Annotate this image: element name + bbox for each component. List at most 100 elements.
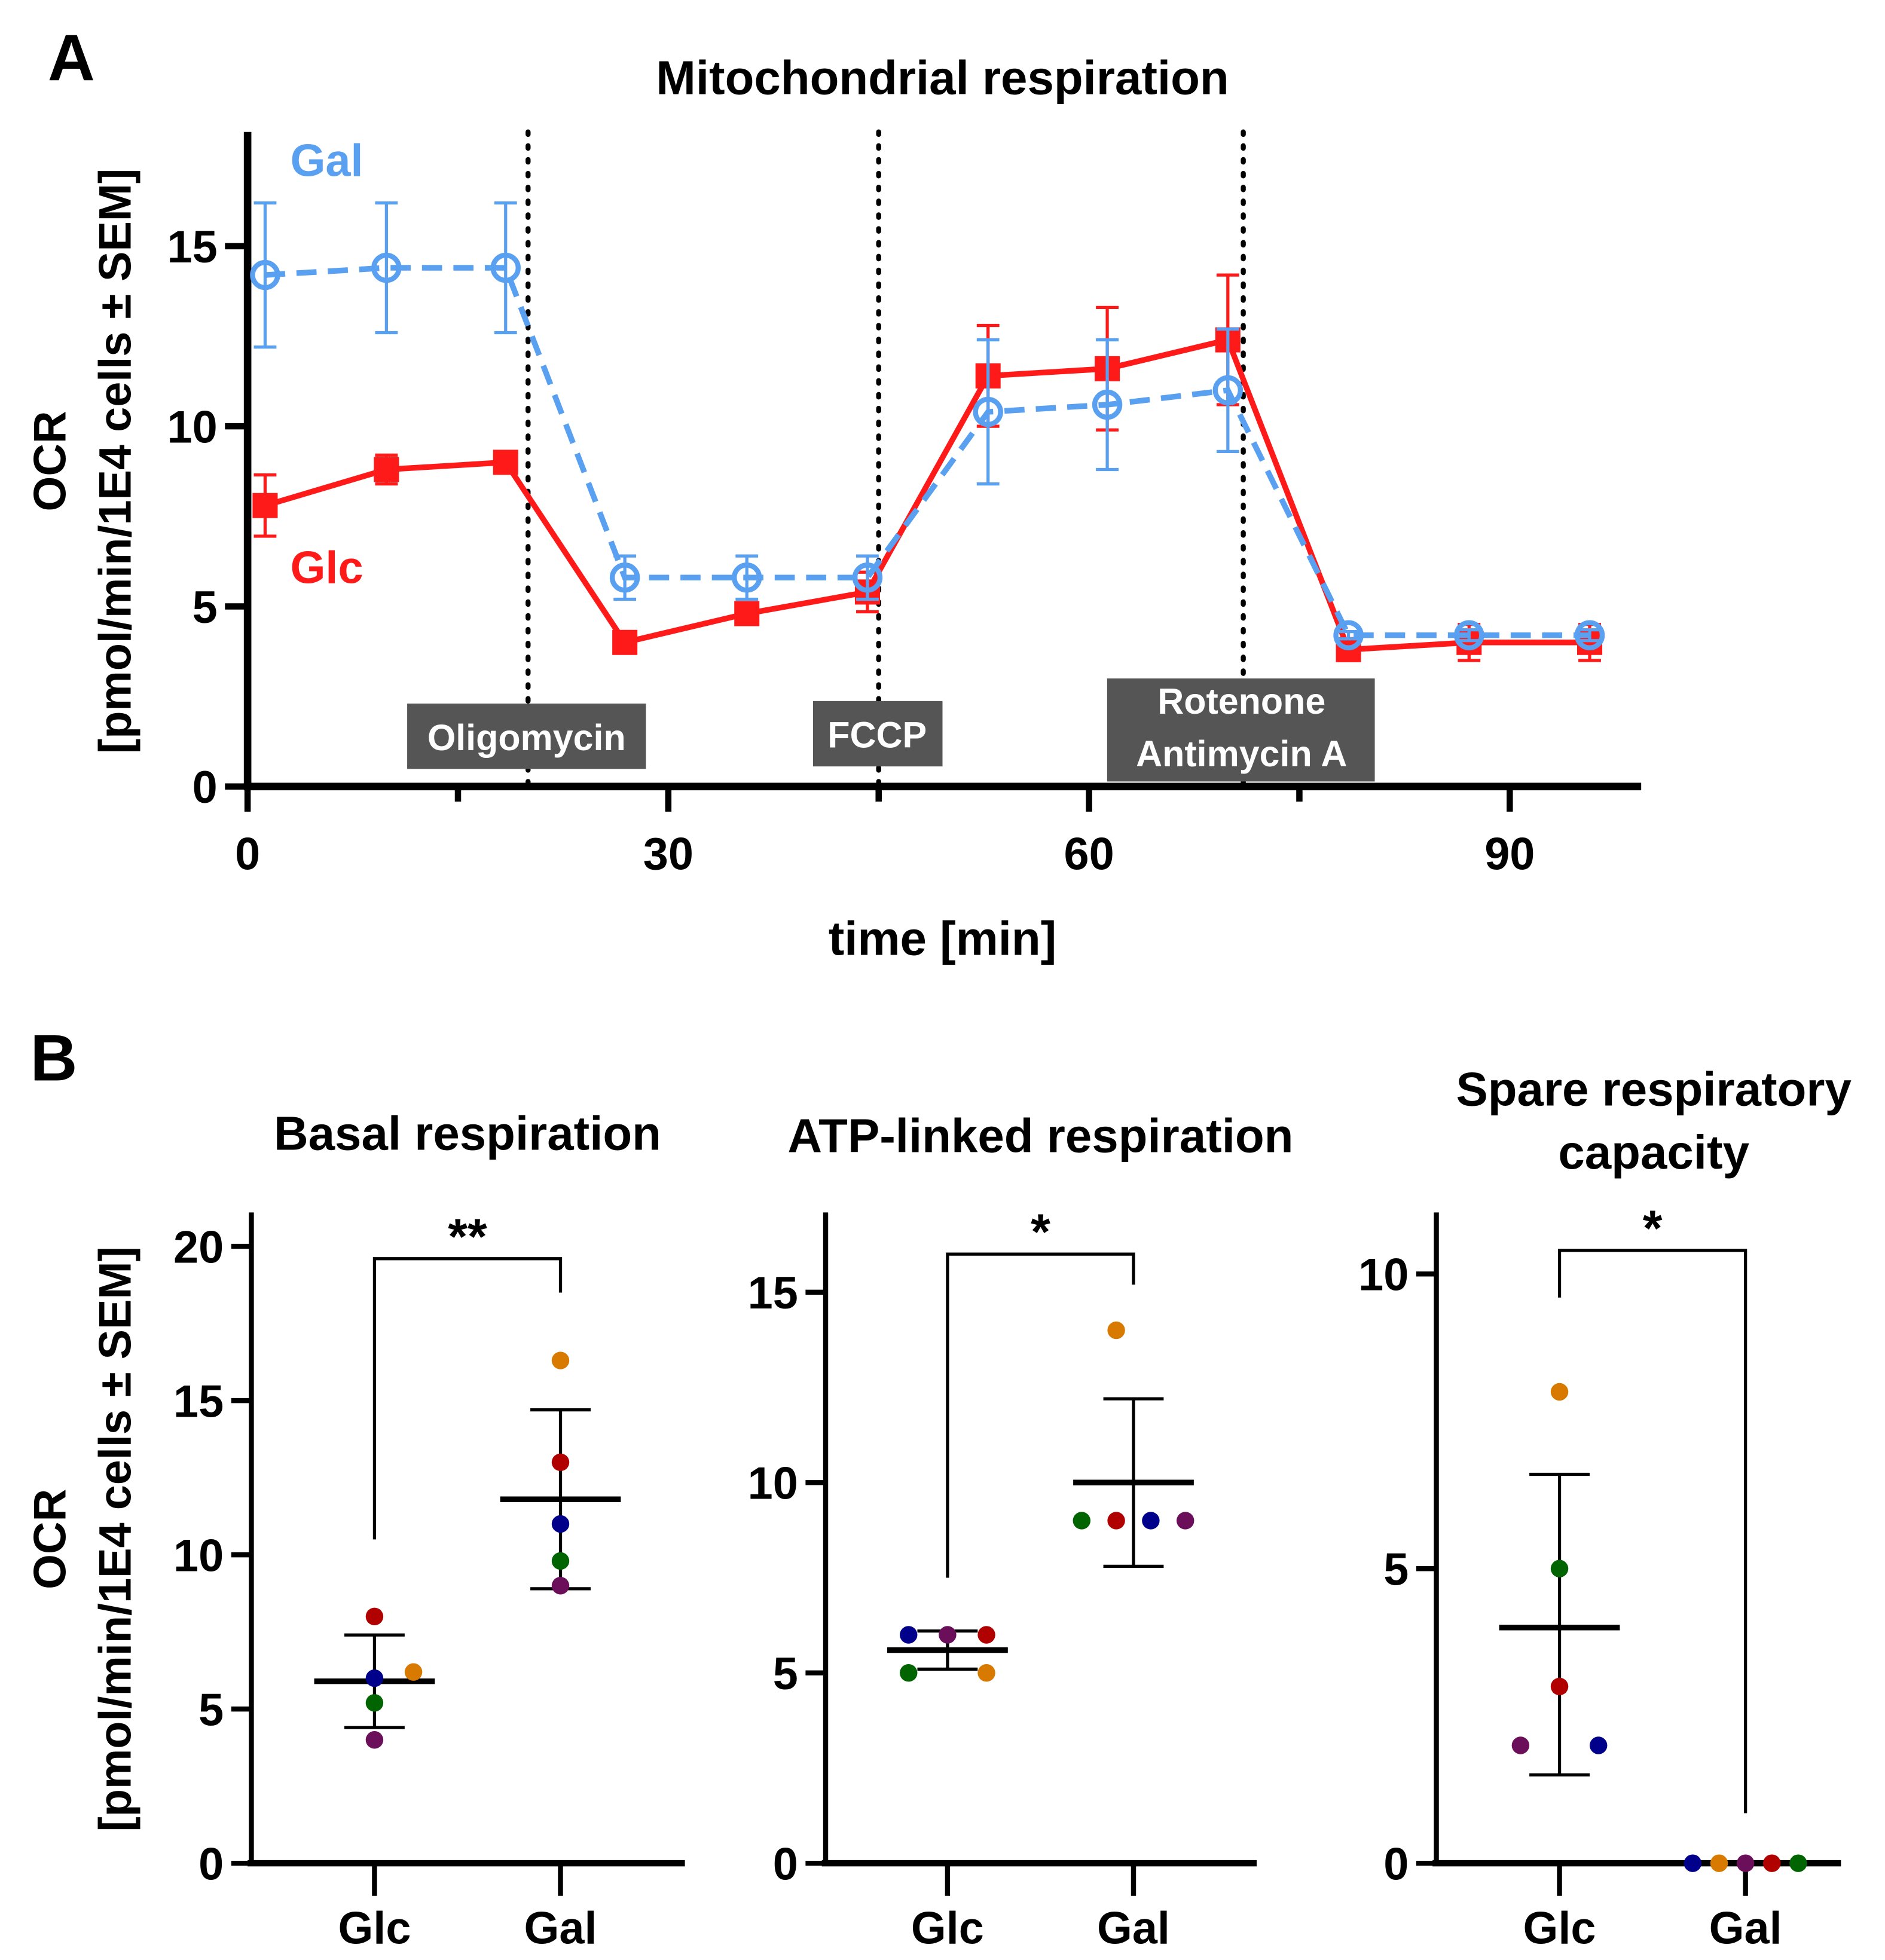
group-glc — [887, 1626, 1008, 1682]
y-tick-label: 0 — [773, 1839, 798, 1889]
panel-b: B OCR [pmol/min/1E4 cells ± SEM] Basal resp… — [25, 1022, 1852, 1954]
y-tick-label: 15 — [748, 1268, 798, 1319]
group-gal — [1684, 1854, 1807, 1872]
y-axis-label-units: [pmol/min/1E4 cells ± SEM] — [91, 169, 141, 754]
y-axis-label: OCR — [25, 1489, 75, 1589]
legend-glc: Glc — [291, 543, 363, 593]
x-tick-label: 30 — [643, 830, 693, 880]
y-tick-label: 5 — [1383, 1545, 1409, 1595]
data-point — [1176, 1512, 1194, 1530]
data-point — [551, 1577, 570, 1595]
x-tick-label: Gal — [1097, 1904, 1170, 1954]
series-gal — [250, 201, 1605, 650]
x-tick-label: Gal — [1709, 1904, 1782, 1954]
panel-label: A — [48, 22, 95, 95]
injection-oligomycin: Oligomycin — [407, 704, 646, 769]
label-box — [407, 704, 646, 769]
data-point — [365, 1669, 384, 1687]
panel-label: B — [30, 1022, 78, 1095]
data-point — [365, 1694, 384, 1712]
significance-bracket — [946, 1252, 1135, 1578]
data-point — [551, 1453, 570, 1472]
data-point — [551, 1351, 570, 1369]
data-point — [612, 629, 638, 655]
data-point — [1454, 620, 1484, 650]
data-point — [1550, 1560, 1569, 1577]
significance-marker: * — [1643, 1200, 1663, 1256]
subplot-title: ATP-linked respiration — [787, 1109, 1293, 1162]
injection-fccp: FCCP — [813, 701, 943, 767]
x-tick-label: Glc — [911, 1904, 984, 1954]
data-point — [852, 562, 883, 593]
y-tick-label: 5 — [198, 1685, 224, 1735]
x-tick-label: Glc — [1523, 1904, 1596, 1954]
y-tick-label: 5 — [773, 1649, 798, 1699]
data-point — [490, 252, 521, 283]
group-glc — [1499, 1383, 1620, 1776]
data-point — [250, 259, 280, 291]
y-tick-label: 10 — [748, 1459, 798, 1509]
x-axis-label: time [min] — [829, 912, 1057, 965]
y-tick-label: 15 — [167, 222, 218, 273]
significance-bracket — [1557, 1249, 1747, 1814]
group-gal — [500, 1351, 621, 1595]
x-tick-label: 60 — [1064, 830, 1114, 880]
data-point — [977, 1626, 995, 1644]
data-point — [1736, 1854, 1755, 1872]
subplot-title: Spare respiratory — [1456, 1063, 1852, 1116]
data-point — [900, 1664, 918, 1682]
x-tick-label: Glc — [338, 1904, 411, 1954]
data-point — [365, 1607, 384, 1626]
data-point — [1092, 389, 1123, 420]
data-point — [493, 450, 518, 475]
subplot-basal-respiration: Basal respiration 0 5 10 15 20 Glc Gal ** — [173, 1106, 685, 1954]
data-point — [609, 562, 640, 593]
subplot-spare-respiratory-capacity: Spare respiratory capacity 0 5 10 Glc Gal * — [1358, 1063, 1852, 1954]
data-point — [404, 1663, 423, 1681]
significance-marker: ** — [448, 1208, 487, 1264]
injection-label: FCCP — [827, 715, 927, 756]
subplot-atp-linked-respiration: ATP-linked respiration 0 5 10 15 Glc Gal * — [748, 1109, 1294, 1953]
data-point — [1574, 620, 1605, 650]
data-point — [1511, 1736, 1530, 1754]
series-line — [264, 336, 1590, 653]
data-point — [977, 1664, 995, 1682]
group-gal — [1073, 1321, 1194, 1568]
injection-label: Rotenone — [1157, 681, 1325, 721]
data-point — [252, 493, 278, 518]
data-point — [1107, 1321, 1125, 1340]
subplot-title: Basal respiration — [274, 1106, 661, 1160]
data-point — [1550, 1677, 1569, 1696]
data-point — [374, 457, 399, 482]
injection-label: Antimycin A — [1136, 733, 1347, 774]
data-point — [973, 396, 1003, 427]
x-tick-label: 0 — [235, 830, 260, 880]
panel-a: A Mitochondrial respiration time [min] OCR [… — [25, 22, 1642, 965]
data-point — [731, 562, 762, 593]
data-point — [1107, 1512, 1125, 1530]
y-tick-label: 5 — [193, 583, 218, 633]
y-tick-label: 20 — [173, 1222, 224, 1273]
y-tick-label: 0 — [1383, 1839, 1409, 1889]
injection-rotenone-antimycin: Rotenone Antimycin A — [1107, 678, 1375, 782]
data-point — [1710, 1854, 1728, 1872]
data-point — [1142, 1512, 1160, 1530]
data-point — [1763, 1854, 1781, 1872]
data-point — [551, 1515, 570, 1533]
data-point — [1789, 1854, 1807, 1872]
label-box — [1107, 678, 1375, 782]
significance-bracket — [372, 1257, 563, 1540]
data-point — [734, 601, 760, 626]
data-point — [365, 1731, 384, 1749]
y-tick-label: 10 — [167, 403, 218, 453]
data-point — [1212, 375, 1244, 406]
data-point — [1589, 1736, 1608, 1754]
legend-gal: Gal — [291, 136, 363, 186]
significance-marker: * — [1031, 1204, 1050, 1260]
y-axis-label-units: [pmol/min/1E4 cells ± SEM] — [91, 1246, 141, 1831]
data-point — [551, 1552, 570, 1570]
series-glc — [252, 273, 1603, 662]
group-glc — [314, 1607, 435, 1749]
data-point — [939, 1626, 957, 1644]
